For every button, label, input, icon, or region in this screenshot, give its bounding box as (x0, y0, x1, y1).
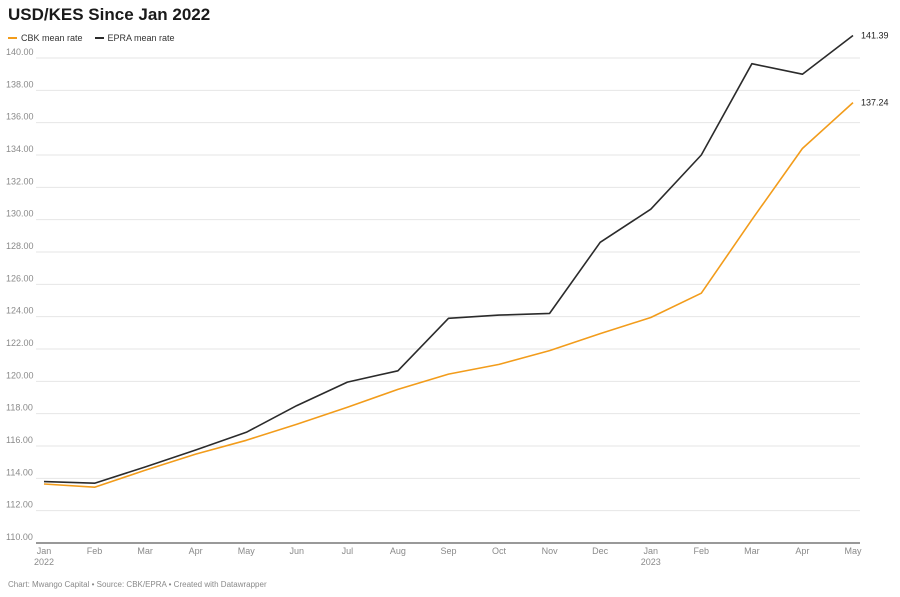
x-tick-label: Oct (492, 546, 507, 556)
series-line-cbk (43, 102, 854, 489)
y-tick-label: 136.00 (6, 112, 34, 122)
legend-label-epra: EPRA mean rate (107, 33, 175, 43)
x-tick-label: Aug (390, 546, 406, 556)
y-tick-label: 128.00 (6, 241, 34, 251)
x-tick-label: Feb (694, 546, 710, 556)
x-tick-label: Feb (87, 546, 103, 556)
legend: CBK mean rate EPRA mean rate (8, 33, 175, 43)
y-tick-label: 110.00 (6, 532, 33, 542)
x-tick-label: Nov (542, 546, 559, 556)
end-label-epra: 141.39 (861, 31, 889, 41)
x-tick-label: Jan (37, 546, 52, 556)
y-tick-label: 122.00 (6, 338, 34, 348)
legend-label-cbk: CBK mean rate (21, 33, 83, 43)
y-tick-label: 140.00 (6, 47, 34, 57)
legend-swatch-cbk (8, 37, 17, 39)
y-tick-label: 118.00 (6, 403, 33, 413)
x-tick-label: May (238, 546, 256, 556)
legend-swatch-epra (94, 37, 104, 39)
x-tick-year-label: 2022 (34, 557, 54, 567)
x-tick-label: Jul (342, 546, 354, 556)
legend-item-cbk: CBK mean rate (8, 33, 83, 43)
y-tick-label: 112.00 (6, 500, 33, 510)
y-tick-label: 130.00 (6, 209, 34, 219)
y-tick-label: 126.00 (6, 273, 34, 283)
x-tick-year-label: 2023 (641, 557, 661, 567)
x-tick-label: Mar (744, 546, 760, 556)
x-tick-label: Mar (137, 546, 153, 556)
x-tick-label: Dec (592, 546, 609, 556)
y-tick-label: 116.00 (6, 435, 33, 445)
x-tick-label: May (844, 546, 862, 556)
y-tick-label: 132.00 (6, 176, 34, 186)
x-tick-label: Jan (643, 546, 658, 556)
x-tick-label: Apr (189, 546, 203, 556)
y-tick-label: 120.00 (6, 370, 34, 380)
chart-footer: Chart: Mwango Capital • Source: CBK/EPRA… (8, 580, 267, 589)
series-line-epra (43, 34, 854, 485)
y-tick-label: 134.00 (6, 144, 34, 154)
chart-title: USD/KES Since Jan 2022 (8, 5, 211, 24)
y-tick-label: 114.00 (6, 467, 33, 477)
legend-item-epra: EPRA mean rate (94, 33, 175, 43)
y-tick-label: 124.00 (6, 306, 34, 316)
x-tick-label: Apr (795, 546, 809, 556)
y-tick-label: 138.00 (6, 79, 34, 89)
x-tick-label: Jun (290, 546, 305, 556)
end-label-cbk: 137.24 (861, 98, 889, 108)
x-tick-label: Sep (440, 546, 456, 556)
